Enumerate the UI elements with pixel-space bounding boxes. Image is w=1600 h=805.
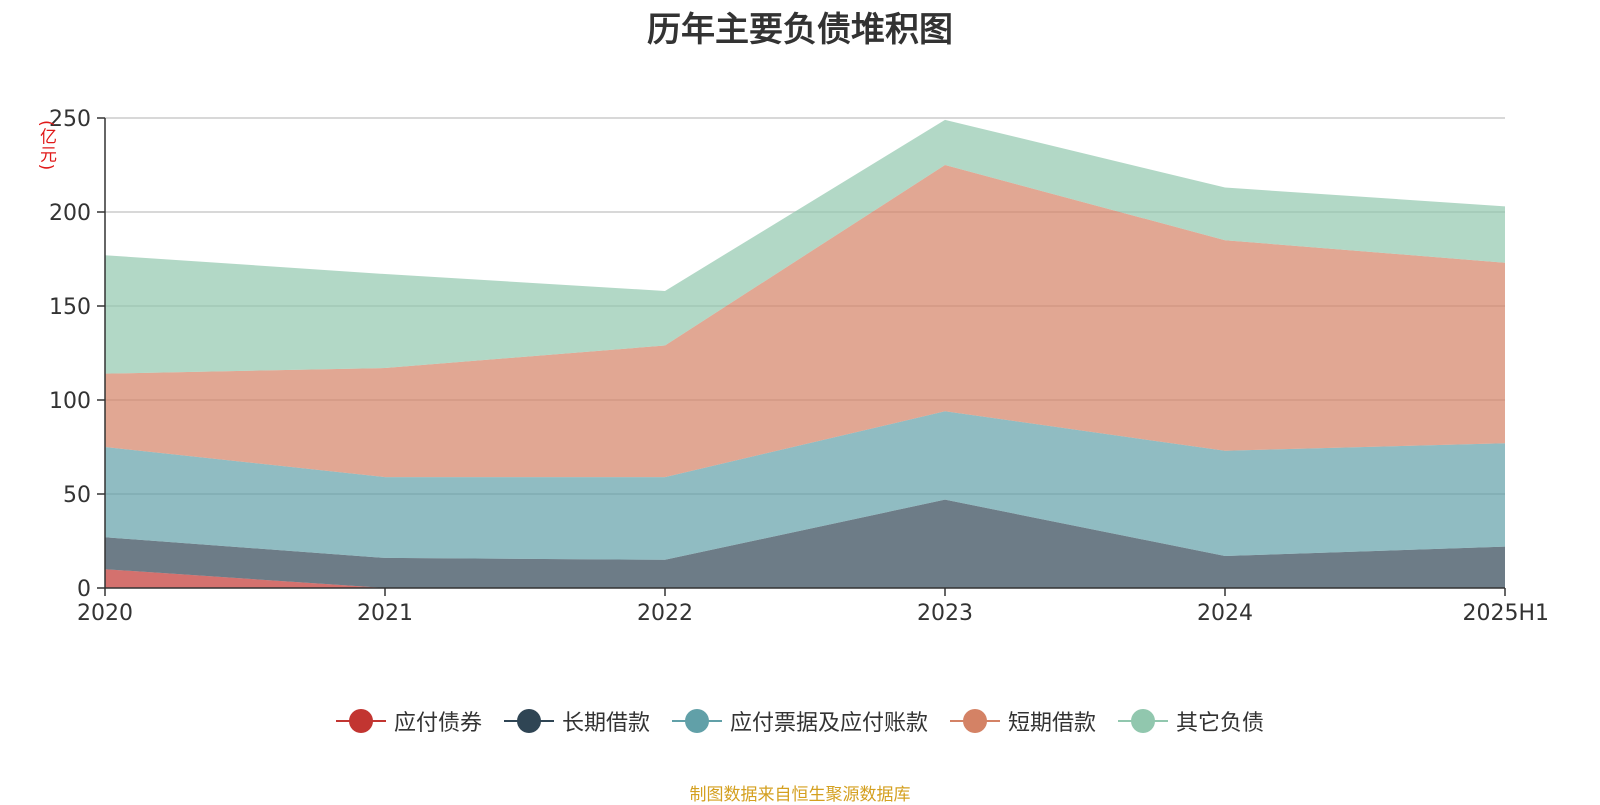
- x-tick-label-0: 2020: [77, 601, 133, 626]
- legend: 应付债券 长期借款 应付票据及应付账款 短期借款 其它负债: [0, 705, 1600, 737]
- legend-marker-icon: [1118, 708, 1169, 734]
- axes: [97, 117, 1506, 596]
- area-series-1: [105, 499, 1505, 588]
- area-series-0: [105, 569, 1505, 588]
- legend-label: 应付票据及应付账款: [729, 711, 928, 736]
- y-tick-label-100: 100: [49, 389, 91, 414]
- y-tick-label-150: 150: [49, 295, 91, 320]
- area-series: [105, 119, 1505, 588]
- legend-item-0[interactable]: 应付债券: [335, 705, 482, 737]
- legend-marker-icon: [335, 708, 386, 734]
- legend-label: 长期借款: [561, 711, 650, 736]
- area-series-3: [105, 165, 1505, 478]
- x-tick-label-3: 2023: [917, 601, 973, 626]
- legend-marker-icon: [503, 708, 554, 734]
- tick-labels: 0 50 100 150 200 250 2020 2021 2022 2023 2024 2025H…: [49, 107, 1549, 626]
- area-series-2: [105, 411, 1505, 560]
- legend-item-3[interactable]: 短期借款: [950, 705, 1096, 737]
- y-tick-label-0: 0: [77, 577, 91, 602]
- legend-label: 其它负债: [1176, 711, 1265, 736]
- legend-label: 应付债券: [393, 711, 482, 736]
- area-series-4: [105, 119, 1505, 374]
- legend-item-1[interactable]: 长期借款: [503, 705, 650, 737]
- y-axis-unit-label: (亿元): [36, 120, 56, 172]
- x-tick-label-5: 2025H1: [1462, 601, 1549, 626]
- x-tick-label-2: 2022: [637, 601, 693, 626]
- legend-label: 短期借款: [1008, 711, 1097, 736]
- legend-item-4[interactable]: 其它负债: [1118, 705, 1264, 737]
- legend-item-2[interactable]: 应付票据及应付账款: [671, 705, 928, 737]
- legend-marker-icon: [950, 708, 1000, 734]
- x-tick-label-4: 2024: [1197, 601, 1253, 626]
- y-tick-label-50: 50: [63, 483, 91, 508]
- data-source-note: 制图数据来自恒生聚源数据库: [689, 785, 911, 805]
- x-tick-label-1: 2021: [357, 601, 413, 626]
- y-tick-label-250: 250: [49, 107, 91, 132]
- legend-marker-icon: [671, 708, 722, 734]
- y-tick-label-200: 200: [49, 201, 91, 226]
- chart-title: 历年主要负债堆积图: [647, 10, 953, 50]
